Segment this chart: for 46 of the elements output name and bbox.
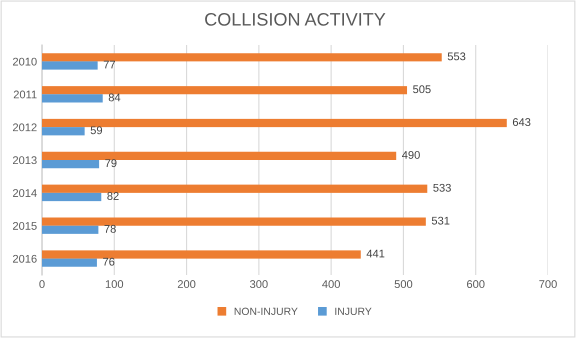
bar	[42, 192, 102, 202]
data-label: 643	[512, 118, 530, 126]
x-tick-label: 600	[467, 280, 485, 288]
legend-label: INJURY	[335, 308, 372, 316]
data-label: 77	[104, 60, 116, 68]
x-tick-label: 100	[106, 280, 124, 288]
bar	[42, 258, 97, 267]
bar	[42, 61, 98, 70]
x-tick-label: 300	[250, 280, 268, 288]
bar	[42, 160, 100, 168]
data-label: 84	[108, 94, 120, 102]
x-tick-label: 400	[322, 280, 340, 288]
y-tick-label: 2012	[12, 123, 37, 132]
data-label: 82	[107, 192, 119, 200]
legend-label: NON-INJURY	[234, 308, 298, 316]
data-label: 533	[433, 184, 451, 192]
bar	[42, 250, 361, 259]
x-tick-label: 200	[178, 280, 196, 288]
bar	[42, 94, 103, 102]
y-tick-label: 2010	[12, 58, 37, 66]
y-tick-label: 2016	[12, 254, 37, 263]
data-label: 490	[402, 151, 420, 159]
bar	[42, 218, 426, 226]
y-tick-label: 2013	[12, 156, 37, 164]
data-label: 441	[366, 250, 384, 258]
bar	[42, 127, 85, 136]
data-label: 78	[104, 224, 116, 233]
data-label: 79	[105, 159, 116, 168]
data-label: 76	[103, 258, 114, 266]
bar	[42, 184, 428, 193]
x-tick-label: 700	[539, 280, 557, 288]
y-tick-label: 2015	[12, 222, 37, 230]
data-label: 59	[90, 126, 102, 134]
data-label: 505	[413, 85, 431, 94]
data-label: 553	[448, 52, 466, 60]
bar	[42, 118, 507, 128]
bar	[42, 53, 442, 62]
x-tick-label: 0	[39, 280, 45, 288]
bar	[42, 226, 98, 234]
chart-title: COLLISION ACTIVITY	[205, 12, 386, 26]
bar	[42, 86, 408, 94]
x-tick-label: 500	[394, 280, 412, 288]
y-tick-label: 2014	[12, 189, 37, 197]
bar	[42, 152, 396, 160]
data-label: 531	[432, 216, 450, 225]
y-tick-label: 2011	[14, 90, 37, 98]
